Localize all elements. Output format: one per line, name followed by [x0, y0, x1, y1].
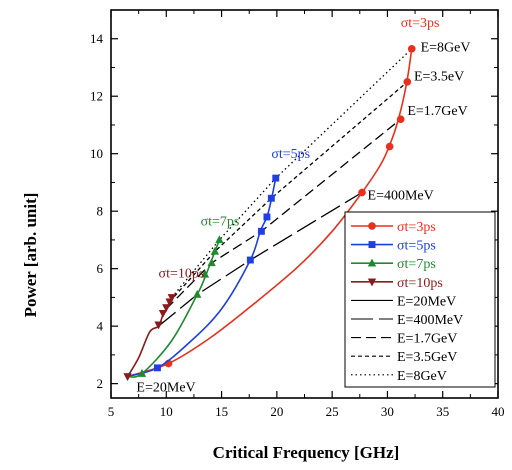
annotation-label: σt=5ps: [271, 147, 310, 162]
data-point: [267, 194, 275, 202]
data-point: [215, 235, 224, 244]
legend-label: σt=10ps: [397, 276, 443, 291]
y-tick-label: 8: [97, 204, 104, 219]
legend-marker: [367, 258, 377, 267]
data-point: [263, 213, 271, 221]
data-point: [407, 44, 416, 53]
data-point: [193, 289, 202, 298]
y-tick-label: 4: [97, 319, 104, 334]
data-point: [396, 115, 405, 124]
data-point: [272, 174, 280, 182]
legend-label: E=20MeV: [397, 294, 456, 309]
y-tick-label: 14: [90, 31, 104, 46]
y-tick-label: 12: [90, 89, 103, 104]
x-axis-title: Critical Frequency [GHz]: [213, 443, 400, 462]
legend: σt=3ps σt=5ps σt=7ps σt=10ps E=20MeV E=400MeV…: [344, 211, 496, 388]
y-tick-label: 6: [97, 261, 104, 276]
legend-label: E=8GeV: [397, 369, 447, 384]
series-line-energy: [165, 118, 402, 310]
data-point: [162, 304, 171, 313]
data-point: [207, 258, 216, 267]
annotation-label: E=400MeV: [368, 189, 434, 204]
data-point: [153, 364, 161, 372]
y-tick-label: 10: [90, 146, 103, 161]
legend-marker: [367, 278, 377, 287]
annotation-label: E=8GeV: [421, 41, 471, 56]
legend-marker: [368, 222, 376, 230]
data-point: [167, 294, 177, 303]
annotation-label: E=1.7GeV: [407, 104, 467, 119]
data-point: [158, 309, 168, 318]
x-tick-label: 25: [326, 404, 339, 419]
legend-label: σt=7ps: [397, 257, 436, 272]
x-tick-label: 20: [270, 404, 283, 419]
annotation-label: E=3.5eV: [414, 69, 464, 84]
legend-label: σt=5ps: [397, 239, 436, 254]
data-point: [403, 78, 412, 86]
data-point: [257, 227, 265, 235]
legend-label: E=400MeV: [397, 313, 463, 328]
data-point: [210, 246, 220, 255]
x-tick-label: 40: [492, 404, 505, 419]
legend-label: E=3.5GeV: [397, 350, 457, 365]
legend-label: E=1.7GeV: [397, 332, 457, 347]
x-tick-label: 35: [436, 404, 449, 419]
data-point: [200, 269, 210, 278]
annotation-layer: σt=3ps E=8GeV E=3.5eV E=1.7GeV σt=5ps E=400Me…: [136, 16, 470, 395]
annotation-label: σt=7ps: [201, 215, 240, 230]
x-tick-label: 10: [160, 404, 173, 419]
data-point: [137, 368, 147, 377]
axes: 5 10 15 20 25 30 35 40 2 4 6 8 10 12 14: [90, 9, 505, 419]
data-point: [246, 256, 254, 264]
data-point: [358, 188, 366, 197]
legend-label: σt=3ps: [397, 220, 436, 235]
series-line-energy: [158, 191, 363, 327]
x-tick-label: 15: [215, 404, 228, 419]
series-layer: [123, 44, 416, 382]
x-tick-label: 5: [108, 404, 115, 419]
annotation-label: σt=10ps: [159, 266, 205, 281]
series-line-energy: [171, 48, 413, 298]
series-line-energy: [169, 81, 408, 303]
data-point: [154, 321, 163, 330]
data-point: [385, 142, 394, 151]
y-tick-label: 2: [97, 376, 104, 391]
annotation-label: E=20MeV: [136, 381, 195, 396]
legend-marker: [368, 241, 376, 249]
y-axis-title: Power [arb. unit]: [21, 193, 40, 318]
annotation-label: σt=3ps: [401, 16, 440, 31]
data-point: [123, 373, 132, 382]
x-tick-label: 30: [381, 404, 394, 419]
